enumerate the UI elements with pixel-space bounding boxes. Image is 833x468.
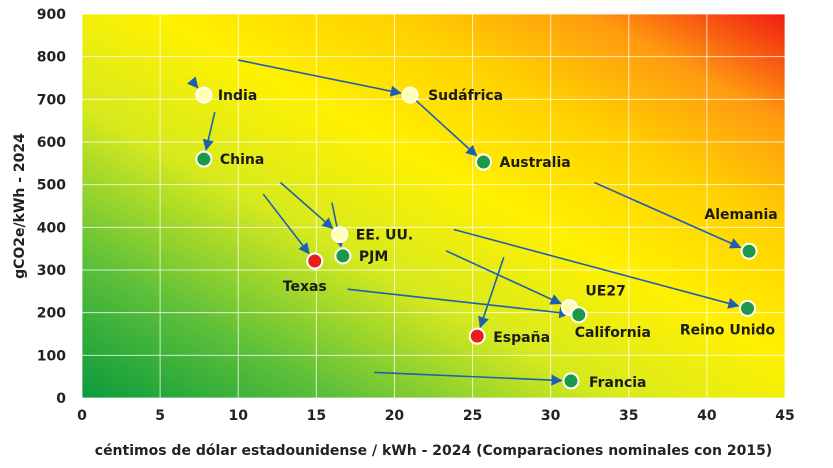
y-tick-label: 200 — [37, 306, 66, 322]
y-tick-label: 800 — [37, 50, 66, 66]
x-axis-label: céntimos de dólar estadounidense / kWh -… — [95, 443, 772, 459]
data-point — [331, 226, 349, 244]
data-point — [468, 327, 486, 345]
x-axis-ticks: 0 5 10 15 20 25 30 35 40 45 — [77, 408, 795, 424]
data-point — [195, 150, 213, 168]
data-point — [740, 242, 758, 260]
arrow — [478, 256, 505, 329]
y-axis-label: gCO2e/kWh - 2024 — [12, 133, 28, 279]
arrow — [594, 181, 742, 249]
point-label: EE. UU. — [356, 228, 413, 244]
point-label: Alemania — [704, 207, 777, 223]
y-tick-label: 0 — [56, 391, 66, 407]
arrow — [409, 94, 478, 157]
point-label: Sudáfrica — [428, 88, 503, 104]
data-point — [195, 86, 213, 104]
point-label: India — [218, 88, 257, 104]
arrow — [374, 371, 563, 386]
arrow — [202, 111, 216, 151]
x-tick-label: 35 — [619, 408, 638, 424]
y-tick-label: 100 — [37, 348, 66, 364]
point-label: Francia — [589, 375, 647, 391]
x-tick-label: 40 — [697, 408, 717, 424]
grid — [81, 13, 786, 399]
arrow — [453, 228, 740, 309]
point-label: UE27 — [585, 284, 625, 300]
point-label: Reino Unido — [680, 322, 776, 338]
y-tick-label: 900 — [37, 7, 66, 23]
arrow — [238, 59, 402, 97]
arrow — [262, 193, 310, 255]
x-tick-label: 10 — [228, 408, 248, 424]
data-point — [562, 372, 580, 390]
point-label: España — [493, 330, 550, 346]
y-tick-label: 600 — [37, 135, 66, 151]
point-label: Australia — [499, 155, 570, 171]
data-point — [306, 252, 324, 270]
data-point — [739, 299, 757, 317]
data-point — [401, 86, 419, 104]
x-tick-label: 30 — [541, 408, 561, 424]
data-point — [474, 153, 492, 171]
data-point — [334, 247, 352, 265]
point-label: California — [575, 325, 651, 341]
y-tick-label: 500 — [37, 178, 66, 194]
x-tick-label: 5 — [155, 408, 165, 424]
y-tick-label: 300 — [37, 263, 66, 279]
plot-background — [82, 14, 785, 398]
data-points — [195, 86, 758, 390]
point-labels: India China Sudáfrica Australia EE. UU. PJM Te… — [218, 88, 778, 391]
x-tick-label: 0 — [77, 408, 87, 424]
data-point — [570, 306, 588, 324]
y-tick-label: 700 — [37, 92, 66, 108]
y-axis-ticks: 0 100 200 300 400 500 600 700 800 900 — [37, 7, 66, 407]
x-tick-label: 15 — [307, 408, 326, 424]
arrow — [445, 250, 562, 305]
x-tick-label: 25 — [463, 408, 482, 424]
x-tick-label: 20 — [385, 408, 405, 424]
point-label: Texas — [283, 279, 327, 295]
y-tick-label: 400 — [37, 220, 66, 236]
point-label: PJM — [359, 249, 388, 265]
x-tick-label: 45 — [775, 408, 794, 424]
arrow — [347, 288, 571, 319]
arrow — [279, 181, 334, 230]
arrows — [186, 59, 742, 386]
point-label: China — [220, 152, 264, 168]
arrow — [186, 76, 199, 89]
